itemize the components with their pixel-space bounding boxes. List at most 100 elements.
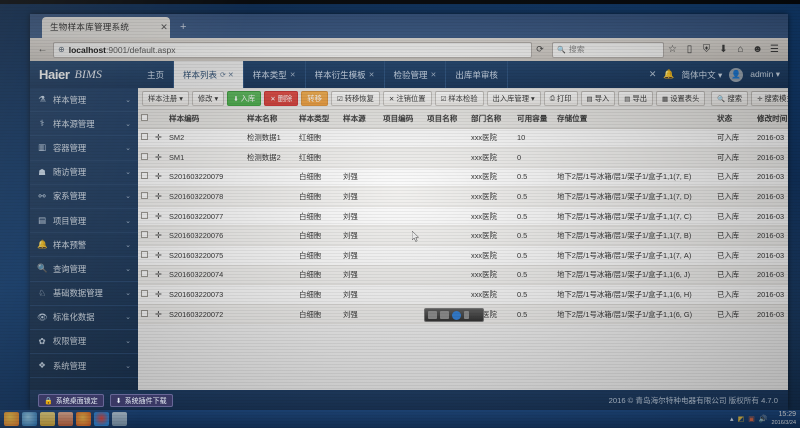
row-checkbox[interactable] (141, 309, 148, 317)
toolbar-button-3[interactable]: ✕ 删除 (264, 91, 299, 106)
toolbar-right-button-1[interactable]: ✛搜索模式 ▾ (751, 91, 788, 106)
toolbar-button-9[interactable]: ⎙ 打印 (543, 91, 578, 106)
expand-row-icon[interactable]: ✛ (152, 245, 166, 266)
row-checkbox[interactable] (141, 290, 148, 298)
row-checkbox-cell[interactable] (138, 206, 152, 227)
bookmark-star-icon[interactable]: ☆ (668, 44, 677, 55)
tab-1[interactable]: 样本列表 ⟳ ✕ (174, 61, 244, 88)
media-control-overlay[interactable] (424, 308, 484, 322)
toolbar-button-5[interactable]: ☑ 转移恢复 (330, 91, 380, 106)
row-checkbox-cell[interactable] (138, 147, 152, 168)
language-selector[interactable]: 简体中文 ▾ (681, 69, 723, 80)
row-checkbox-cell[interactable] (138, 167, 152, 188)
tab-close-icon[interactable]: ⟳ ✕ (220, 71, 234, 79)
shield-icon[interactable]: ⛨ (702, 44, 711, 55)
row-checkbox-cell[interactable] (138, 225, 152, 247)
expand-row-icon[interactable]: ✛ (152, 284, 166, 305)
expand-row-icon[interactable]: ✛ (152, 186, 166, 207)
row-checkbox-cell[interactable] (138, 186, 152, 207)
close-icon[interactable]: ✕ (160, 22, 168, 32)
toolbar-button-8[interactable]: 出入库管理 ▾ (486, 91, 541, 106)
user-menu[interactable]: admin ▾ (750, 69, 780, 79)
bottom-button-1[interactable]: ⬇ 系统插件下载 (109, 394, 173, 407)
close-icon[interactable]: ✕ (648, 69, 657, 79)
expand-row-icon[interactable]: ✛ (152, 128, 166, 149)
tab-close-icon[interactable]: ✕ (289, 71, 296, 79)
row-checkbox-cell[interactable] (138, 128, 152, 149)
sidebar-item-8[interactable]: ♘ 基础数据管理 ⌄ (30, 282, 138, 306)
table-row[interactable]: ✛ S201603220077 白细胞 刘强 xxx医院 0.5 地下2层/1号冰箱/层1/… (138, 206, 788, 227)
table-header-control[interactable] (138, 110, 152, 129)
row-checkbox-cell[interactable] (138, 245, 152, 266)
toolbar-right-button-0[interactable]: 🔍 搜索 (711, 91, 749, 106)
browser-tab[interactable]: 生物样本库管理系统 ✕ (42, 17, 170, 38)
row-checkbox-cell[interactable] (138, 304, 152, 325)
expand-row-icon[interactable]: ✛ (152, 167, 166, 188)
taskbar-icon[interactable] (40, 412, 55, 426)
toolbar-button-4[interactable]: 转移 (301, 91, 328, 106)
table-row[interactable]: ✛ SM1 检测数据2 红细胞 xxx医院 0 可入库 2016-03 (138, 147, 788, 168)
volume-icon[interactable]: 🔊 (758, 416, 768, 423)
new-tab-icon[interactable]: + (180, 21, 187, 33)
tab-3[interactable]: 样本衍生模板 ✕ (306, 61, 385, 88)
url-bar[interactable]: ⊕ localhost :9001/default.aspx (53, 41, 532, 58)
row-checkbox[interactable] (141, 270, 148, 278)
sidebar-item-3[interactable]: ☗ 随访管理 ⌄ (30, 161, 138, 185)
table-row[interactable]: ✛ S201603220074 白细胞 刘强 xxx医院 0.5 地下2层/1号冰箱/层1/… (138, 265, 788, 286)
taskbar-icon[interactable] (112, 412, 127, 426)
table-row[interactable]: ✛ S201603220079 白细胞 刘强 xxx医院 0.5 地下2层/1号冰箱/层1/… (138, 167, 788, 188)
taskbar-clock[interactable]: 15:29 2016/3/24 (772, 411, 796, 427)
table-row[interactable]: ✛ S201603220078 白细胞 刘强 xxx医院 0.5 地下2层/1号冰箱/层1/… (138, 186, 788, 207)
toolbar-button-1[interactable]: 修改 ▾ (191, 91, 225, 106)
sidebar-item-9[interactable]: 👁 标准化数据 ⌄ (30, 306, 138, 330)
media-button-icon[interactable] (428, 311, 437, 319)
download-icon[interactable]: ⬇ (719, 44, 728, 55)
row-checkbox[interactable] (141, 192, 148, 200)
bell-icon[interactable]: 🔔 (663, 69, 675, 79)
sidebar-item-4[interactable]: ⚯ 家系管理 ⌄ (30, 185, 138, 209)
browser-search-input[interactable]: 🔍 搜索 (552, 41, 664, 58)
tab-5[interactable]: 出库单审核 (446, 61, 508, 88)
toolbar-button-2[interactable]: ⬇ 入库 (227, 91, 262, 106)
expand-row-icon[interactable]: ✛ (152, 265, 166, 286)
taskbar-icon[interactable] (22, 412, 37, 426)
table-row[interactable]: ✛ SM2 检测数据1 红细胞 xxx医院 10 可入库 2016-03 (138, 128, 788, 149)
toolbar-button-7[interactable]: ☑ 样本检验 (434, 91, 484, 106)
taskbar-icon[interactable] (58, 412, 73, 426)
row-checkbox[interactable] (141, 250, 148, 258)
taskbar-icon[interactable] (94, 412, 109, 426)
toolbar-button-6[interactable]: ✕ 注销位置 (382, 91, 432, 106)
menu-icon[interactable]: ☰ (770, 44, 779, 55)
tray-icon[interactable]: ▣ (748, 416, 755, 423)
toolbar-button-12[interactable]: ▦ 设置表头 (656, 91, 706, 106)
tab-4[interactable]: 检验管理 ✕ (385, 61, 447, 88)
sidebar-item-0[interactable]: ⚗ 样本管理 ⌄ (30, 88, 138, 113)
expand-row-icon[interactable]: ✛ (152, 225, 166, 247)
tray-icon[interactable]: ◩ (737, 416, 745, 423)
expand-row-icon[interactable]: ✛ (152, 147, 166, 168)
sidebar-item-10[interactable]: ✿ 权限管理 ⌄ (30, 330, 138, 355)
bottom-button-0[interactable]: 🔒 系统桌面锁定 (38, 394, 104, 407)
sidebar-item-7[interactable]: 🔍 查询管理 ⌄ (30, 257, 138, 282)
row-checkbox[interactable] (141, 231, 148, 239)
tab-close-icon[interactable]: ✕ (430, 71, 437, 79)
tray-expand-icon[interactable]: ▴ (730, 416, 734, 423)
account-icon[interactable]: ☻ (752, 44, 763, 55)
expand-row-icon[interactable]: ✛ (152, 304, 166, 325)
table-row[interactable]: ✛ S201603220073 白细胞 刘强 xxx医院 0.5 地下2层/1号冰箱/层1/… (138, 284, 788, 305)
row-checkbox-cell[interactable] (138, 284, 152, 305)
media-record-icon[interactable] (452, 310, 461, 320)
expand-row-icon[interactable]: ✛ (152, 206, 166, 227)
tab-0[interactable]: 主页 (138, 61, 175, 88)
row-checkbox[interactable] (141, 172, 148, 180)
select-all-checkbox[interactable] (141, 114, 148, 122)
toolbar-button-11[interactable]: ▤ 导出 (618, 91, 654, 106)
reload-icon[interactable]: ⟳ (536, 44, 544, 54)
tab-close-icon[interactable]: ✕ (368, 71, 375, 79)
sidebar-item-5[interactable]: ▤ 项目管理 ⌄ (30, 209, 138, 234)
media-button-icon[interactable] (440, 311, 449, 319)
sidebar-item-2[interactable]: ▥ 容器管理 ⌄ (30, 136, 138, 161)
tab-2[interactable]: 样本类型 ✕ (244, 61, 306, 88)
table-row[interactable]: ✛ S201603220076 白细胞 刘强 xxx医院 0.5 地下2层/1号冰箱/层1/… (138, 225, 788, 247)
taskbar-icon[interactable] (4, 412, 19, 426)
